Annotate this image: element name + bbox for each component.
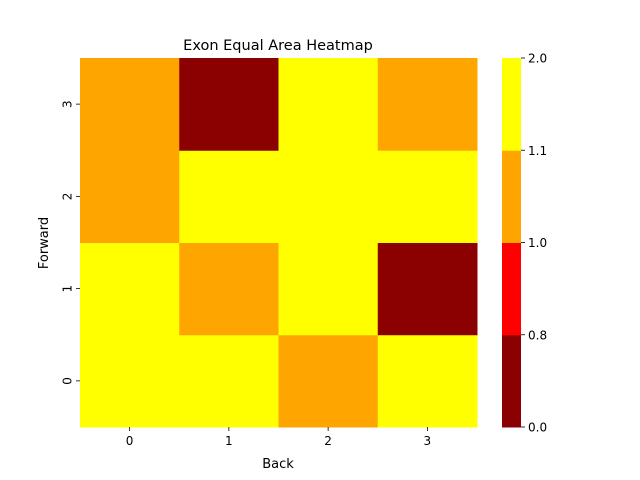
colorbar-tick-label: 0.8 [528, 328, 547, 342]
heatmap-cell [377, 150, 478, 243]
heatmap-cell [179, 242, 279, 336]
colorbar-tick-label: 1.0 [528, 236, 547, 250]
y-axis-label: Forward [37, 217, 52, 269]
heatmap-cell [80, 242, 180, 336]
y-tick-label: 2 [61, 193, 75, 201]
y-tick-label: 3 [61, 100, 75, 108]
x-axis-label: Back [262, 457, 294, 472]
heatmap-cell [80, 150, 180, 243]
y-tick-label: 0 [61, 377, 75, 385]
y-tick-label: 1 [61, 285, 75, 293]
x-axis-ticks: 0 1 2 3 [126, 427, 431, 448]
heatmap-cell [179, 58, 279, 151]
colorbar-tick-label: 2.0 [528, 52, 547, 66]
colorbar-segment [502, 58, 521, 151]
x-tick-label: 1 [225, 434, 233, 448]
x-tick-label: 3 [424, 434, 432, 448]
heatmap-cell [278, 150, 379, 243]
heatmap-cells [80, 58, 478, 428]
chart-title: Exon Equal Area Heatmap [183, 38, 373, 54]
colorbar-tick-label: 1.1 [528, 144, 547, 158]
heatmap-cell [80, 334, 180, 428]
heatmap-cell [377, 242, 478, 336]
y-axis-ticks: 0 1 2 3 [61, 100, 80, 385]
colorbar-segment [502, 334, 521, 428]
heatmap-cell [179, 150, 279, 243]
heatmap-cell [278, 242, 379, 336]
x-tick-label: 2 [324, 434, 332, 448]
heatmap-cell [377, 58, 478, 151]
heatmap-cell [278, 334, 379, 428]
heatmap-cell [179, 334, 279, 428]
colorbar-tick-label: 0.0 [528, 421, 547, 435]
colorbar-segment [502, 242, 521, 336]
x-tick-label: 0 [126, 434, 134, 448]
colorbar-segment [502, 150, 521, 243]
heatmap-cell [278, 58, 379, 151]
colorbar: 0.0 0.8 1.0 1.1 2.0 [502, 52, 547, 435]
heatmap-cell [377, 334, 478, 428]
heatmap-cell [80, 58, 180, 151]
